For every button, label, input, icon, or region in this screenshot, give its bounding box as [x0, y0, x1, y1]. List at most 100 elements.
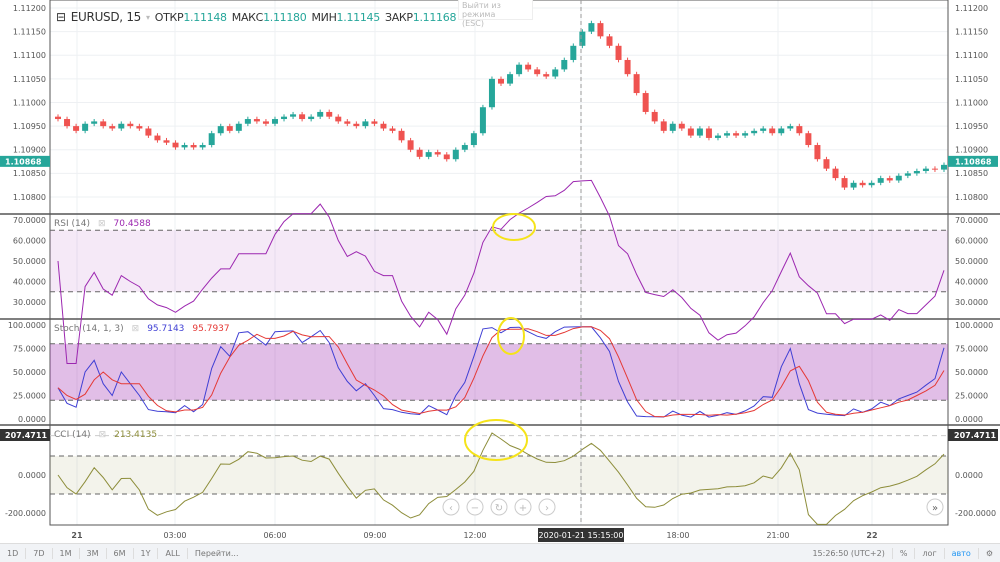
rsi-tick: 60.0000 [955, 237, 988, 246]
scroll-to-end-button[interactable] [926, 498, 944, 516]
candle [687, 128, 694, 136]
range-1m[interactable]: 1M [53, 547, 80, 559]
stoch-k-line [57, 326, 945, 418]
stoch-k-value: 95.7143 [147, 324, 185, 334]
candle [118, 123, 125, 129]
candle [136, 126, 143, 129]
candle [733, 133, 740, 136]
price-tick-left: 1.11150 [13, 28, 46, 37]
candle [597, 23, 604, 37]
symbol-name[interactable]: EURUSD, 15 [70, 10, 142, 24]
range-3m[interactable]: 3M [80, 547, 107, 559]
exit-fullscreen-tooltip[interactable]: Выйти из режима (ESC) [458, 0, 533, 28]
candle [543, 74, 550, 77]
rsi-tick: 30.0000 [955, 298, 988, 307]
candle [199, 145, 206, 148]
price-tick-left: 1.10850 [13, 169, 46, 178]
low-label: МИН [311, 10, 337, 24]
cci-scale-label: 207.4711 [5, 431, 47, 440]
candle [534, 69, 541, 75]
rsi-label[interactable]: RSI (14) [54, 219, 90, 229]
reset-icon: ↻ [495, 503, 503, 514]
price-tick-right: 1.10800 [955, 193, 988, 202]
range-6m[interactable]: 6M [107, 547, 134, 559]
candle [714, 135, 721, 138]
price-tick-left: 1.10950 [13, 122, 46, 131]
candle [660, 121, 667, 131]
last-price-label: 1.10868 [955, 157, 992, 166]
tooltip-line: (ESC) [462, 19, 484, 28]
candle [624, 59, 631, 75]
stoch-tick: 100.0000 [955, 321, 993, 330]
rsi-tick: 60.0000 [13, 237, 46, 246]
candle [669, 123, 676, 131]
collapse-icon[interactable]: ⊟ [56, 10, 66, 24]
plus-icon: + [519, 503, 527, 514]
range-all[interactable]: ALL [158, 547, 188, 559]
scroll-left-button[interactable] [442, 498, 460, 516]
candle [362, 121, 369, 127]
candle [109, 126, 116, 129]
candle [235, 123, 242, 131]
candle [832, 168, 839, 179]
stoch-tick: 25.0000 [13, 392, 46, 401]
rsi-line [57, 179, 945, 364]
open-label: ОТКР [154, 10, 184, 24]
settings-icon[interactable]: ⊠ [131, 324, 140, 334]
candle [488, 78, 495, 108]
candle [859, 182, 866, 186]
candle [127, 123, 134, 127]
range-7d[interactable]: 7D [26, 547, 53, 559]
crosshair-time-marker [538, 528, 624, 542]
candle [787, 126, 794, 129]
candle [841, 178, 848, 188]
candle [941, 164, 947, 170]
stoch-label[interactable]: Stoch (14, 1, 3) [54, 324, 124, 334]
range-1y[interactable]: 1Y [134, 547, 159, 559]
range-1d[interactable]: 1D [0, 547, 27, 559]
candle [335, 116, 342, 122]
candle [651, 111, 658, 122]
log-toggle[interactable]: лог [915, 547, 945, 559]
reset-button[interactable] [490, 498, 508, 516]
rsi-legend: RSI (14) ⊠ 70.4588 [54, 219, 151, 229]
annotation-circle-cci [464, 419, 528, 461]
cci-value: 213.4135 [114, 430, 158, 440]
scroll-right-button[interactable] [538, 498, 556, 516]
zoom-out-button[interactable] [466, 498, 484, 516]
candle [407, 140, 414, 150]
candle [308, 116, 315, 120]
candle [696, 128, 703, 136]
candle [443, 154, 450, 160]
chart-canvas[interactable]: 1.11200 1.11200 1.11150 1.11150 1.11100 1.111… [0, 0, 1000, 543]
zoom-in-button[interactable] [514, 498, 532, 516]
low-value: 1.11145 [336, 10, 381, 24]
close-value: 1.11168 [412, 10, 457, 24]
stoch-band [50, 343, 948, 401]
panes [0, 213, 1000, 495]
candle [55, 116, 61, 120]
gear-icon[interactable]: ⚙ [985, 548, 993, 558]
time-tick: 18:00 [666, 531, 689, 540]
auto-toggle[interactable]: авто [945, 547, 979, 559]
last-price-label: 1.10868 [5, 157, 42, 166]
cci-label[interactable]: CCI (14) [54, 430, 91, 440]
candle [271, 119, 278, 124]
stoch-tick: 75.0000 [13, 345, 46, 354]
double-chevron-right-icon: » [932, 503, 938, 514]
candle [796, 126, 803, 134]
stoch-tick: 25.0000 [955, 392, 988, 401]
price-tick-left: 1.10900 [13, 146, 46, 155]
last-price-marker [0, 155, 50, 167]
rsi-tick: 30.0000 [13, 298, 46, 307]
price-tick-left: 1.11200 [13, 4, 46, 13]
settings-icon[interactable]: ⊠ [97, 219, 106, 229]
candle [913, 171, 920, 174]
cci-tick: 0.0000 [955, 471, 983, 480]
percent-toggle[interactable]: % [893, 547, 916, 559]
stoch-tick: 50.0000 [955, 368, 988, 377]
chevron-down-icon[interactable]: ▾ [146, 12, 150, 22]
rsi-tick: 70.0000 [955, 216, 988, 225]
goto-date-button[interactable]: Перейти... [194, 548, 239, 558]
settings-icon[interactable]: ⊠ [98, 430, 107, 440]
